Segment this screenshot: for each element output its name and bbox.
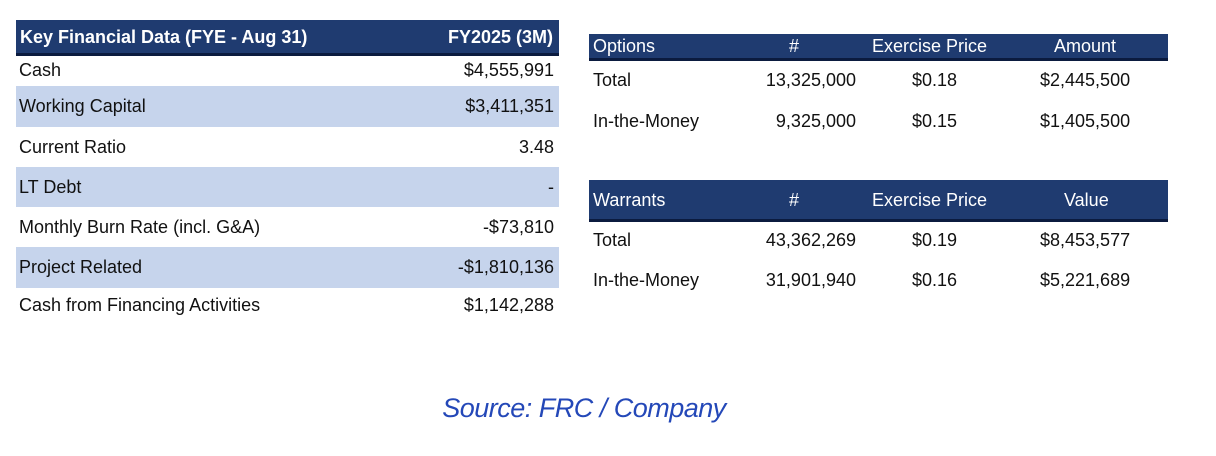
row-value: -$73,810 <box>482 217 554 237</box>
table-row: Cash from Financing Activities $1,142,28… <box>16 288 559 328</box>
row-amount: $2,445,500 <box>1040 70 1131 90</box>
options-header-label: Options <box>593 36 656 56</box>
row-value: $4,555,991 <box>463 60 554 80</box>
key-table-header: Key Financial Data (FYE - Aug 31) FY2025… <box>16 20 559 56</box>
key-table-header-label: Key Financial Data (FYE - Aug 31) <box>20 27 308 47</box>
table-row: Cash $4,555,991 <box>16 56 559 86</box>
row-value: $3,411,351 <box>465 96 554 116</box>
warrants-header-label: Warrants <box>593 190 666 210</box>
options-table-header: Options # Exercise Price Amount <box>589 34 1168 61</box>
row-label: Current Ratio <box>19 137 127 157</box>
row-label: Cash from Financing Activities <box>19 295 261 315</box>
key-financial-data-table: Key Financial Data (FYE - Aug 31) FY2025… <box>16 20 559 330</box>
row-label: In-the-Money <box>593 111 700 131</box>
row-amount: $5,221,689 <box>1040 270 1131 290</box>
row-label: Working Capital <box>19 96 146 116</box>
table-row: Total 13,325,000 $0.18 $2,445,500 <box>589 61 1168 101</box>
warrants-header-count: # <box>789 190 800 210</box>
row-value: - <box>548 177 554 197</box>
table-row: LT Debt - <box>16 167 559 207</box>
table-row: Project Related -$1,810,136 <box>16 247 559 288</box>
row-label: Project Related <box>19 257 143 277</box>
warrants-table-header: Warrants # Exercise Price Value <box>589 180 1168 222</box>
warrants-header-value: Value <box>1064 190 1109 210</box>
row-price: $0.19 <box>912 230 958 250</box>
row-value: -$1,810,136 <box>457 257 554 277</box>
warrants-table: Warrants # Exercise Price Value Total 43… <box>589 180 1168 305</box>
table-row: Monthly Burn Rate (incl. G&A) -$73,810 <box>16 207 559 247</box>
key-table-header-period: FY2025 (3M) <box>447 27 553 47</box>
row-price: $0.16 <box>912 270 958 290</box>
row-label: Cash <box>19 60 62 80</box>
row-price: $0.18 <box>912 70 958 90</box>
row-label: Total <box>593 70 632 90</box>
row-value: 3.48 <box>518 137 554 157</box>
row-amount: $8,453,577 <box>1040 230 1131 250</box>
options-header-amount: Amount <box>1054 36 1117 56</box>
row-count: 31,901,940 <box>765 270 856 290</box>
warrants-header-price: Exercise Price <box>872 190 988 210</box>
options-header-count: # <box>789 36 800 56</box>
source-note: Source: FRC / Company <box>442 393 726 423</box>
row-label: Monthly Burn Rate (incl. G&A) <box>19 217 261 237</box>
row-value: $1,142,288 <box>463 295 554 315</box>
row-price: $0.15 <box>912 111 958 131</box>
row-label: In-the-Money <box>593 270 700 290</box>
options-header-price: Exercise Price <box>872 36 988 56</box>
table-row: In-the-Money 31,901,940 $0.16 $5,221,689 <box>589 262 1168 302</box>
table-row: Current Ratio 3.48 <box>16 127 559 167</box>
table-row: In-the-Money 9,325,000 $0.15 $1,405,500 <box>589 101 1168 141</box>
row-count: 9,325,000 <box>775 111 856 131</box>
row-label: Total <box>593 230 632 250</box>
table-row: Working Capital $3,411,351 <box>16 86 559 127</box>
row-count: 13,325,000 <box>765 70 856 90</box>
row-count: 43,362,269 <box>765 230 856 250</box>
table-row: Total 43,362,269 $0.19 $8,453,577 <box>589 222 1168 262</box>
row-amount: $1,405,500 <box>1040 111 1131 131</box>
row-label: LT Debt <box>19 177 82 197</box>
options-table: Options # Exercise Price Amount Total 13… <box>589 34 1168 164</box>
